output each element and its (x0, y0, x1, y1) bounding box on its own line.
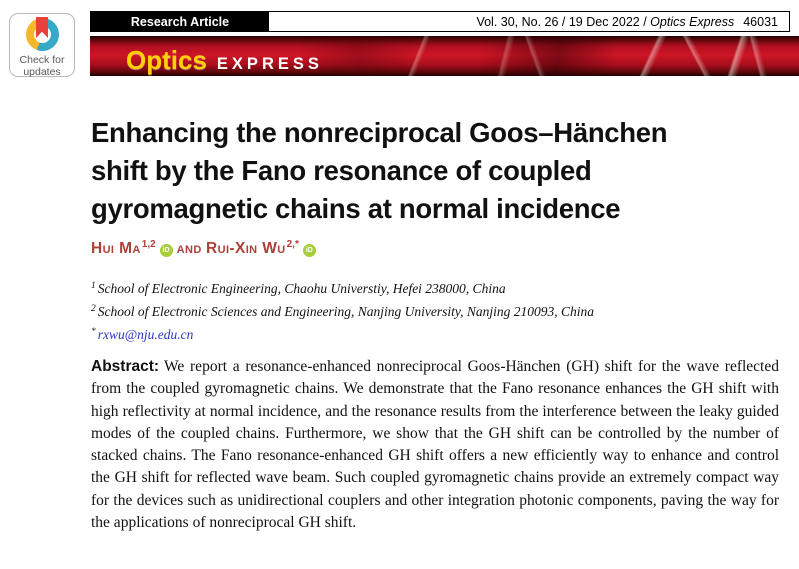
check-for-updates-label: Check for updates (20, 54, 65, 78)
citation-header-bar: Research Article Vol. 30, No. 26 / 19 De… (90, 11, 790, 32)
title-line-3: gyromagnetic chains at normal incidence (91, 193, 621, 224)
orcid-icon[interactable]: iD (302, 244, 316, 257)
crossmark-bookmark-icon (36, 17, 48, 38)
check-for-updates-badge[interactable]: Check for updates (9, 13, 75, 78)
journal-logo-express: EXPRESS (216, 55, 323, 73)
affiliation-2: 2 School of Electronic Sciences and Engin… (91, 299, 594, 322)
citation-text: Vol. 30, No. 26 / 19 Dec 2022 / Optics E… (269, 12, 789, 31)
affiliation-1-text: School of Electronic Engineering, Chaohu… (97, 281, 506, 296)
citation-page-number: 46031 (743, 14, 778, 29)
badge-line-1: Check for (19, 54, 65, 66)
article-type-label: Research Article (91, 12, 269, 31)
author-list: Hui Ma1,2iD and Rui-Xin Wu2,*iD (91, 239, 320, 258)
affiliations-block: 1 School of Electronic Engineering, Chaoh… (91, 276, 594, 345)
author-separator: and (176, 240, 202, 257)
affiliation-2-sup: 2 (91, 304, 96, 314)
corresponding-email-line: * rxwu@nju.edu.cn (91, 322, 594, 345)
citation-volume-date: Vol. 30, No. 26 / 19 Dec 2022 / (476, 14, 651, 29)
affiliation-1-sup: 1 (91, 281, 96, 291)
article-title: Enhancing the nonreciprocal Goos–Hänchen… (91, 114, 791, 228)
journal-logo-optics: Optics (126, 45, 207, 75)
abstract-paragraph: Abstract: We report a resonance-enhanced … (91, 356, 779, 534)
title-line-1: Enhancing the nonreciprocal Goos–Hänchen (91, 117, 668, 148)
author-2-affil-sup: 2,* (286, 239, 299, 250)
abstract-label: Abstract: (91, 358, 160, 375)
badge-line-2: updates (23, 66, 61, 79)
abstract-text: We report a resonance-enhanced nonrecipr… (91, 358, 779, 532)
email-link[interactable]: rxwu@nju.edu.cn (97, 327, 194, 342)
crossmark-icon (25, 17, 59, 51)
optics-express-banner: Optics EXPRESS (90, 36, 799, 76)
orcid-icon[interactable]: iD (159, 244, 173, 257)
author-2-name: Rui-Xin Wu (206, 240, 286, 257)
email-asterisk-sup: * (91, 327, 96, 337)
affiliation-2-text: School of Electronic Sciences and Engine… (97, 304, 595, 319)
title-line-2: shift by the Fano resonance of coupled (91, 155, 592, 186)
author-1-affil-sup: 1,2 (141, 239, 156, 250)
author-1-name: Hui Ma (91, 240, 141, 257)
citation-journal-name: Optics Express (650, 14, 735, 29)
affiliation-1: 1 School of Electronic Engineering, Chaoh… (91, 276, 594, 299)
